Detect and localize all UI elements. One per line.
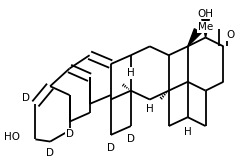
Text: H: H: [146, 104, 154, 114]
Text: D: D: [46, 148, 54, 158]
Polygon shape: [202, 18, 210, 37]
Text: D: D: [22, 93, 30, 103]
Text: D: D: [127, 134, 135, 144]
Text: H: H: [184, 127, 192, 137]
Text: D: D: [66, 129, 73, 139]
Polygon shape: [188, 29, 201, 46]
Text: O: O: [226, 30, 234, 40]
Text: Me: Me: [198, 22, 213, 32]
Text: HO: HO: [4, 132, 20, 142]
Text: D: D: [107, 143, 115, 153]
Text: OH: OH: [198, 9, 214, 19]
Text: H: H: [127, 68, 135, 78]
